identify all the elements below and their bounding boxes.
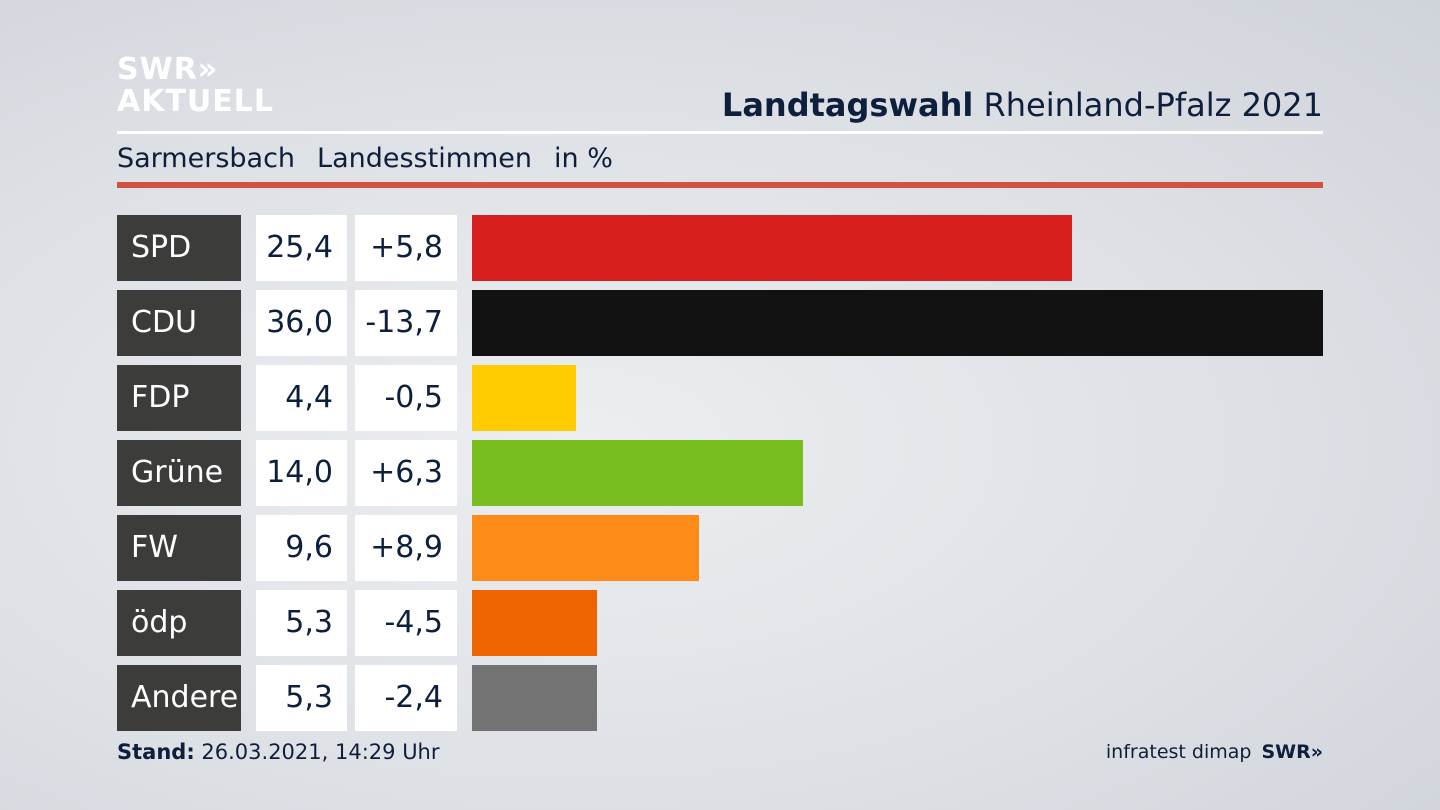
value-label: 25,4 — [256, 215, 347, 281]
chart-title: Landtagswahl Rheinland-Pfalz 2021 — [722, 86, 1323, 124]
subtitle-part: in % — [554, 143, 613, 174]
bar — [472, 215, 1073, 281]
change-label: -13,7 — [355, 290, 457, 356]
value-label: 5,3 — [256, 590, 347, 656]
category-label: SPD — [117, 215, 241, 281]
category-label: CDU — [117, 290, 241, 356]
change-label: -2,4 — [355, 665, 457, 731]
subtitle-part: Sarmersbach — [117, 143, 296, 174]
change-label: -0,5 — [355, 365, 457, 431]
title-bold: Landtagswahl — [721, 86, 974, 124]
footer-date: 26.03.2021, 14:29 Uhr — [201, 740, 440, 764]
source-text: infratest dimap — [1105, 741, 1252, 763]
title-text: Rheinland-Pfalz 2021 — [983, 86, 1323, 124]
bar — [472, 290, 1323, 356]
bar — [472, 440, 803, 506]
value-label: 36,0 — [256, 290, 347, 356]
subtitle: Sarmersbach Landesstimmen in % — [117, 143, 635, 174]
category-label: ödp — [117, 590, 241, 656]
value-label: 5,3 — [256, 665, 347, 731]
change-label: -4,5 — [355, 590, 457, 656]
source-logo: SWR» — [1261, 741, 1323, 763]
change-label: +5,8 — [355, 215, 457, 281]
category-label: FDP — [117, 365, 241, 431]
footer: Stand: 26.03.2021, 14:29 Uhr — [117, 740, 440, 764]
source: infratest dimap SWR» — [1106, 741, 1323, 763]
category-label: FW — [117, 515, 241, 581]
logo: AKTUELL — [117, 84, 275, 119]
divider — [117, 182, 1323, 188]
change-label: +6,3 — [355, 440, 457, 506]
value-label: 9,6 — [256, 515, 347, 581]
subtitle-part: Landesstimmen — [317, 143, 533, 174]
value-label: 14,0 — [256, 440, 347, 506]
footer-label: Stand: — [117, 740, 195, 764]
value-label: 4,4 — [256, 365, 347, 431]
bar — [472, 515, 699, 581]
bar — [472, 665, 598, 731]
category-label: Andere — [117, 665, 241, 731]
logo: SWR» — [117, 52, 219, 87]
change-label: +8,9 — [355, 515, 457, 581]
bar — [472, 590, 598, 656]
divider — [117, 131, 1323, 134]
category-label: Grüne — [117, 440, 241, 506]
bar — [472, 365, 576, 431]
